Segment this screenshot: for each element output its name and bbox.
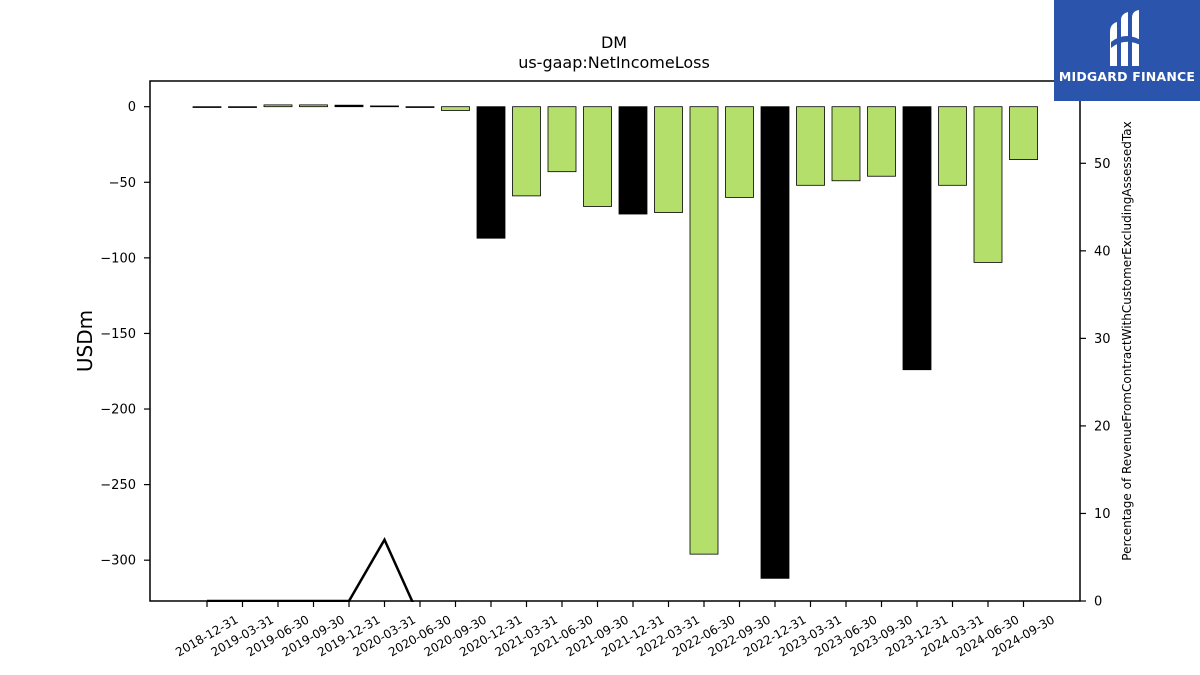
bar-2021-06-30 <box>547 106 577 173</box>
brand-logo-icon <box>1110 10 1144 66</box>
bar-2020-09-30 <box>441 106 470 111</box>
bar-2021-09-30 <box>583 106 612 207</box>
brand-name: MIDGARD FINANCE <box>1058 69 1196 84</box>
bar-2021-03-31 <box>512 106 541 197</box>
y-tick-label: −100 <box>100 251 136 266</box>
plot-area: 0−50−100−150−200−250−300010203040502018-… <box>100 80 1111 659</box>
y2-tick-label: 30 <box>1094 332 1111 347</box>
bar-2024-03-31 <box>938 106 967 186</box>
y-tick-label: −300 <box>100 554 136 569</box>
bar-2023-09-30 <box>867 106 896 177</box>
y2-tick-label: 40 <box>1094 244 1111 259</box>
bar-2021-12-31 <box>618 106 648 215</box>
plot-bottom-mask <box>151 602 1079 642</box>
y2-tick-label: 10 <box>1094 507 1111 522</box>
plot-frame <box>149 80 1081 602</box>
bar-2022-03-31 <box>654 106 683 213</box>
y2-tick-label: 0 <box>1094 595 1102 610</box>
bar-2019-06-30 <box>263 104 293 108</box>
y-tick-label: −150 <box>100 327 136 342</box>
brand-logo: MIDGARD FINANCE <box>1054 0 1200 101</box>
bar-2024-09-30 <box>1009 106 1038 161</box>
bar-2019-03-31 <box>228 106 257 108</box>
y-tick-label: −50 <box>109 176 136 191</box>
chart-subtitle: us-gaap:NetIncomeLoss <box>518 53 710 72</box>
bar-2019-12-31 <box>334 104 364 108</box>
y-tick-label: −250 <box>100 478 136 493</box>
bar-2024-06-30 <box>973 106 1003 263</box>
chart-title: DM <box>601 33 627 52</box>
bar-2020-03-31 <box>370 105 399 108</box>
bar-2019-09-30 <box>299 104 328 108</box>
y2-tick-label: 20 <box>1094 419 1111 434</box>
bar-2023-12-31 <box>902 106 932 371</box>
bar-2022-06-30 <box>689 106 719 555</box>
bar-2020-06-30 <box>405 106 435 108</box>
bar-2020-12-31 <box>476 106 506 239</box>
bar-2022-09-30 <box>725 106 754 198</box>
y-tick-label: 0 <box>128 100 136 115</box>
y-tick-label: −200 <box>100 403 136 418</box>
bar-2023-06-30 <box>831 106 861 182</box>
y2-tick-label: 50 <box>1094 157 1111 172</box>
bar-2018-12-31 <box>192 106 222 108</box>
right-y-axis-label: Percentage of RevenueFromContractWithCus… <box>1120 121 1134 560</box>
bar-2023-03-31 <box>796 106 825 186</box>
bar-2022-12-31 <box>760 106 790 579</box>
y-axis-label: USDm <box>73 310 97 372</box>
